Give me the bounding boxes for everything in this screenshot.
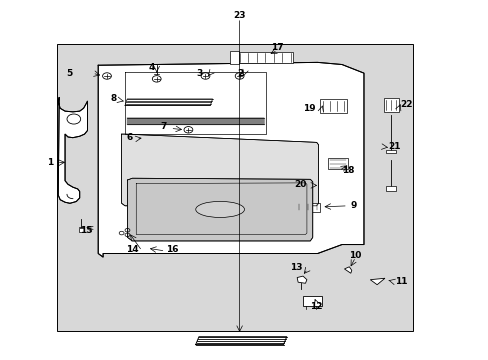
- Text: 6: 6: [126, 133, 132, 142]
- Text: 18: 18: [341, 166, 354, 175]
- Polygon shape: [122, 134, 318, 206]
- Bar: [383, 98, 398, 112]
- Text: 14: 14: [125, 246, 138, 255]
- Bar: [385, 186, 395, 191]
- Text: 5: 5: [66, 69, 73, 78]
- Polygon shape: [297, 276, 306, 283]
- Text: 2: 2: [237, 69, 243, 78]
- Bar: [385, 149, 395, 153]
- Text: 20: 20: [294, 180, 306, 189]
- Text: 17: 17: [271, 43, 284, 52]
- Text: 7: 7: [160, 122, 166, 131]
- Polygon shape: [127, 178, 312, 241]
- Text: 13: 13: [290, 264, 303, 273]
- Text: 10: 10: [349, 251, 361, 260]
- Bar: [328, 158, 347, 169]
- Text: 11: 11: [394, 276, 407, 285]
- Bar: [320, 99, 346, 113]
- Text: 21: 21: [387, 142, 400, 151]
- Text: 19: 19: [302, 104, 315, 113]
- Bar: [229, 51, 238, 64]
- Ellipse shape: [195, 201, 244, 217]
- Bar: [79, 228, 83, 232]
- Text: 22: 22: [400, 100, 412, 109]
- Text: 23: 23: [233, 10, 245, 19]
- Text: 12: 12: [310, 302, 322, 311]
- Polygon shape: [58, 98, 87, 203]
- Text: 1: 1: [47, 158, 53, 167]
- Polygon shape: [98, 62, 363, 257]
- Bar: [303, 296, 321, 306]
- Polygon shape: [344, 267, 351, 273]
- Bar: [296, 203, 319, 212]
- Text: 8: 8: [110, 94, 117, 103]
- Bar: [237, 52, 293, 63]
- Bar: [57, 44, 412, 330]
- Text: 16: 16: [166, 246, 179, 255]
- Text: 4: 4: [148, 63, 155, 72]
- Text: 15: 15: [80, 226, 92, 235]
- Text: 9: 9: [350, 201, 356, 210]
- Polygon shape: [369, 278, 384, 285]
- Text: 3: 3: [196, 69, 203, 78]
